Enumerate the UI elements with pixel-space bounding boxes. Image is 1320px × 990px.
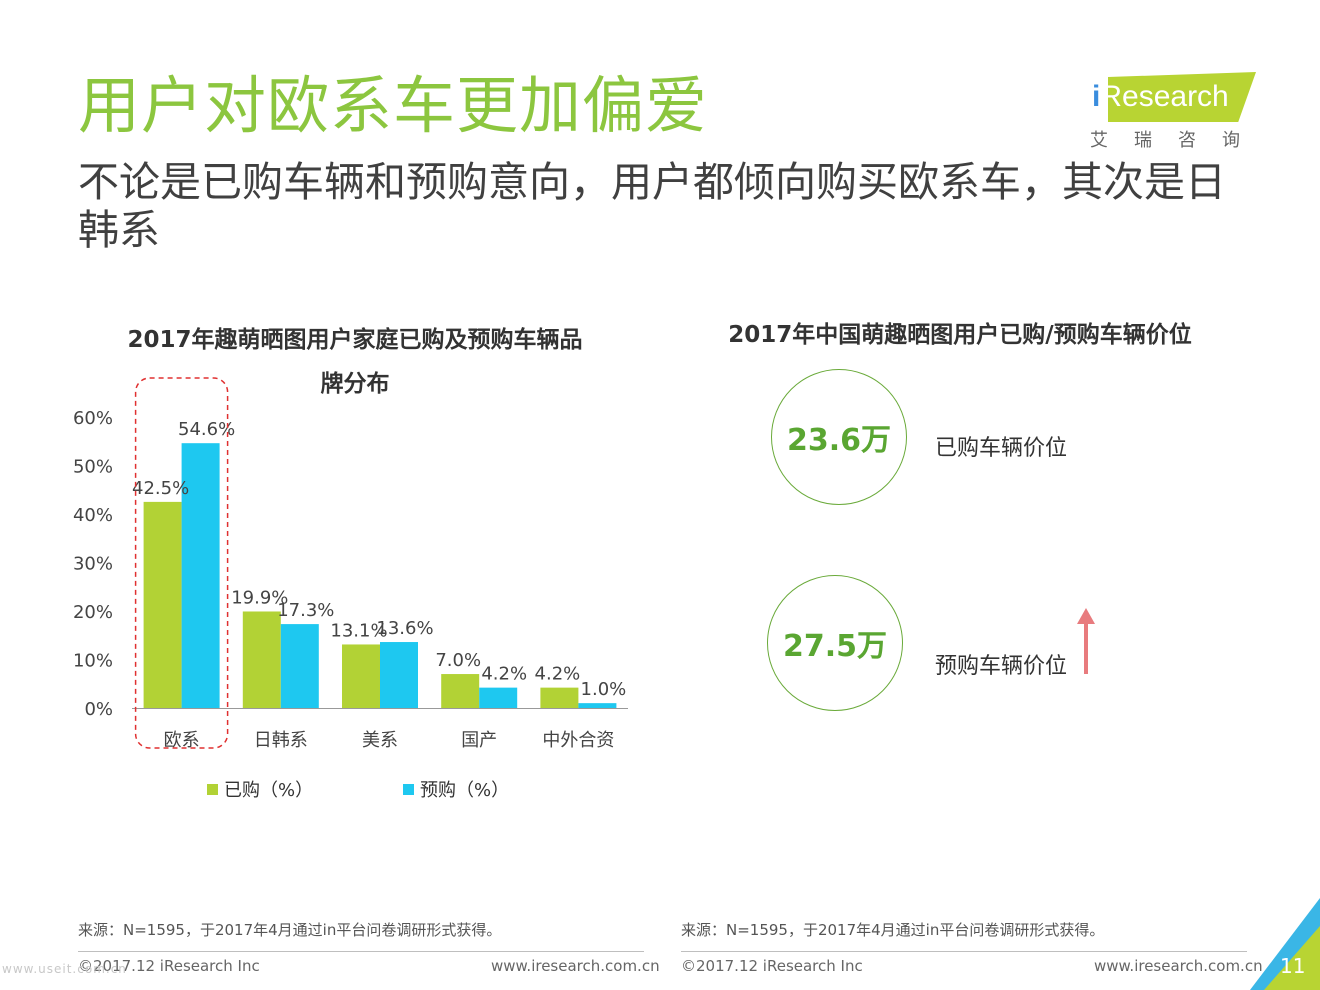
bar-chart-title: 2017年趣萌晒图用户家庭已购及预购车辆品牌分布 [127,327,583,397]
y-tick-label: 30% [73,554,113,575]
iresearch-logo: iResearch 艾瑞咨询 [1090,70,1260,160]
bar-purchased-3 [441,674,480,708]
bar-data-labels: 42.5%54.6%19.9%17.3%13.1%13.6%7.0%4.2% 4.… [132,419,626,700]
arrow-up-icon [1077,608,1095,674]
data-label: 13.6% [376,618,433,639]
bar-planned-1 [280,624,319,708]
bar-purchased-0 [143,501,182,708]
category-label: 欧系 [164,730,200,751]
data-label: 1.0% [581,679,627,700]
website-right[interactable]: www.iresearch.com.cn [1094,957,1263,975]
y-tick-label: 50% [73,457,113,478]
bar-purchased-2 [342,644,380,708]
data-label: 17.3% [277,600,334,621]
category-label: 美系 [362,730,398,751]
footer-divider-left [78,951,644,952]
logo-research: Research [1100,80,1229,113]
category-label: 日韩系 [254,730,308,751]
category-labels: 欧系 日韩系 美系 国产 中外合资 [164,730,615,751]
planned-price-label: 预购车辆价位 [935,654,1068,679]
source-note-right: 来源：N=1595，于2017年4月通过in平台问卷调研形式获得。 [681,921,1105,939]
page-subtitle: 不论是已购车辆和预购意向，用户都倾向购买欧系车，其次是日韩系 [78,158,1226,254]
source-note-left: 来源：N=1595，于2017年4月通过in平台问卷调研形式获得。 [78,921,502,939]
data-label: 13.1% [330,620,387,641]
data-label: 4.2% [481,664,527,685]
purchased-price-label: 已购车辆价位 [935,436,1068,461]
highlight-box [134,377,229,749]
data-label: 19.9% [231,587,288,608]
y-tick-label: 10% [73,651,113,672]
data-label: 7.0% [435,650,481,671]
bar-purchased-4 [540,687,579,708]
logo-chinese-name: 艾瑞咨询 [1090,130,1266,151]
planned-price-value: 27.5万 [782,629,888,664]
logo-i: i [1092,80,1101,113]
legend-swatch-planned [403,783,414,795]
data-label: 4.2% [535,664,581,685]
page-title: 用户对欧系车更加偏爱 [78,69,709,142]
corner-decoration [1250,898,1320,990]
y-tick-label: 0% [84,699,113,720]
watermark: www.useit.com.cn [2,962,127,976]
data-label: 42.5% [132,478,189,499]
purchased-price-circle: 23.6万 [771,369,907,505]
y-tick-label: 20% [73,602,113,623]
y-tick-label: 60% [73,408,113,429]
legend-swatch-purchased [207,783,218,795]
copyright-left: ©2017.12 iResearch Inc [78,957,260,975]
legend-item-purchased: 已购（%） [207,776,313,802]
bar-planned-0 [181,443,220,708]
logo-banner [1108,72,1256,122]
legend-label-planned: 预购（%） [420,780,510,801]
bar-planned-2 [380,642,418,708]
website-left[interactable]: www.iresearch.com.cn [491,957,660,975]
category-label: 国产 [461,730,497,751]
logo-wordmark: iResearch [1092,80,1229,114]
y-axis-ticks: 0% 10% 20% 30% 40% 50% 60% [73,408,113,720]
y-tick-label: 40% [73,505,113,526]
category-label: 中外合资 [542,730,614,751]
bar-planned-3 [479,687,518,708]
legend-label-purchased: 已购（%） [224,780,314,801]
planned-price-circle: 27.5万 [767,575,903,711]
page-number: 11 [1280,954,1306,978]
bar-chart: 0% 10% 20% 30% 40% 50% 60% 42.5% 54.6% 19.9%17.3… [73,377,628,751]
footer-divider-right [681,951,1247,952]
bar-group [143,443,617,708]
data-label: 54.6% [178,419,235,440]
bar-planned-4 [578,703,617,708]
copyright-right: ©2017.12 iResearch Inc [681,957,863,975]
legend-item-planned: 预购（%） [403,776,509,802]
purchased-price-value: 23.6万 [786,423,892,458]
price-panel-title: 2017年中国萌趣晒图用户已购/预购车辆价位 [728,322,1192,348]
bar-purchased-1 [242,611,281,708]
